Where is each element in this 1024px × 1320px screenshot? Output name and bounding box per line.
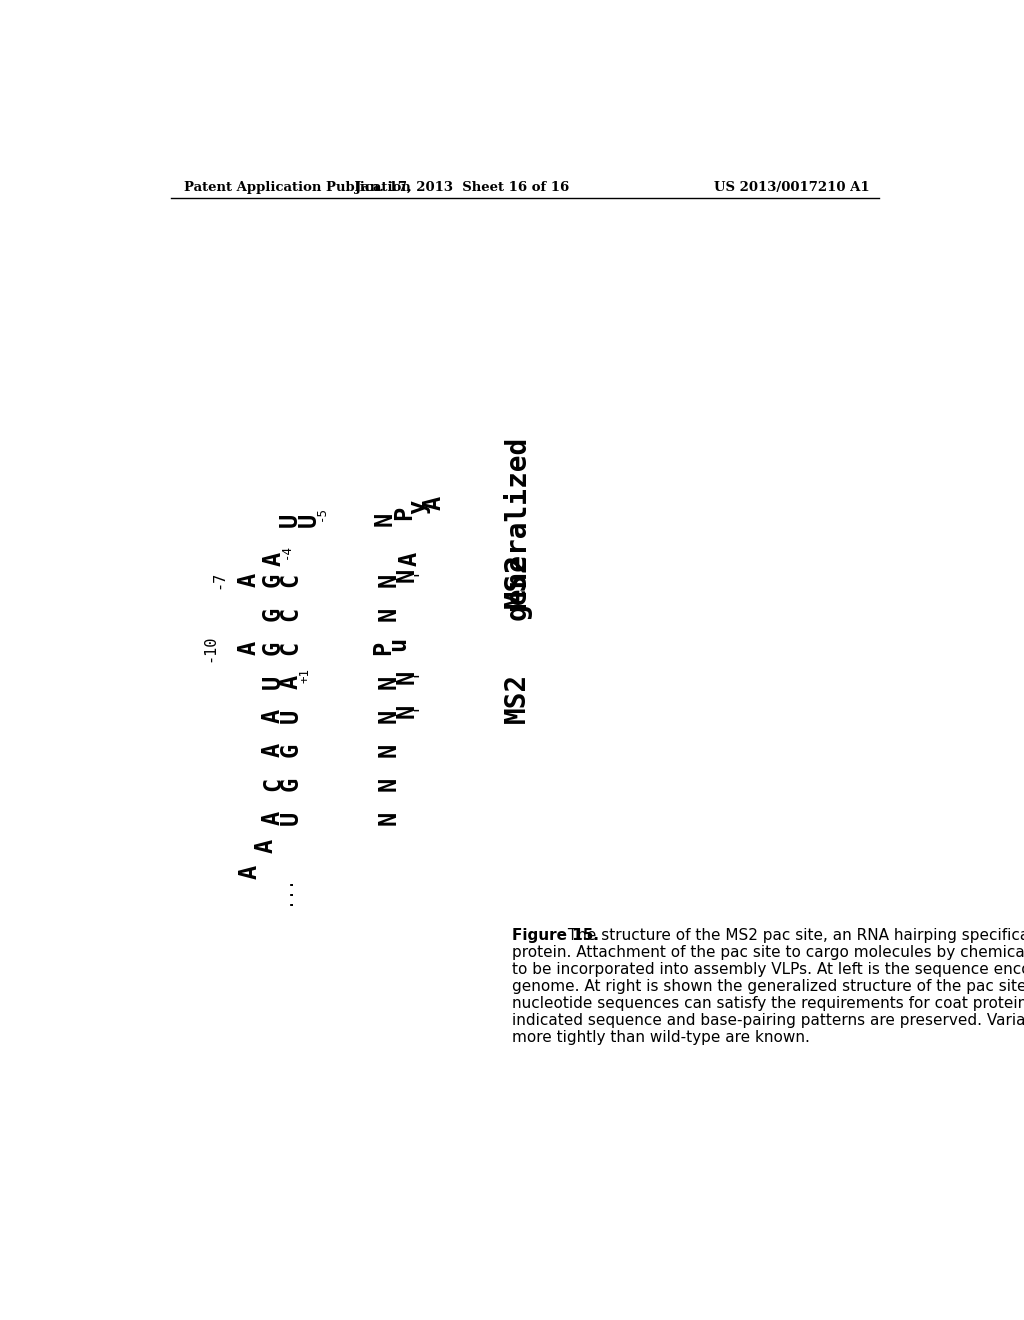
Text: to be incorporated into assembly VLPs. At left is the sequence encountered in th: to be incorporated into assembly VLPs. A…	[512, 962, 1024, 977]
Text: ': '	[410, 701, 428, 711]
Text: protein. Attachment of the pac site to cargo molecules by chemical cross-linking: protein. Attachment of the pac site to c…	[512, 945, 1024, 961]
Text: -4: -4	[280, 544, 293, 558]
Text: US 2013/0017210 A1: US 2013/0017210 A1	[714, 181, 869, 194]
Text: C: C	[279, 573, 303, 587]
Text: nucleotide sequences can satisfy the requirements for coat protein binding, as l: nucleotide sequences can satisfy the req…	[512, 997, 1024, 1011]
Text: ': '	[410, 565, 428, 576]
Text: +1: +1	[298, 668, 311, 682]
Text: The structure of the MS2 pac site, an RNA hairping specifically recognized by co: The structure of the MS2 pac site, an RN…	[562, 928, 1024, 944]
Text: A: A	[261, 743, 285, 756]
Text: -10: -10	[203, 635, 217, 661]
Text: A: A	[261, 810, 285, 825]
Text: G: G	[261, 642, 285, 655]
Text: G: G	[261, 607, 285, 622]
Text: A: A	[237, 573, 260, 587]
Text: N: N	[394, 669, 418, 684]
Text: G: G	[261, 573, 285, 587]
Text: U: U	[279, 810, 303, 825]
Text: N: N	[377, 709, 400, 723]
Text: ...: ...	[275, 875, 294, 906]
Text: A: A	[238, 865, 262, 879]
Text: G: G	[279, 743, 303, 756]
Text: A: A	[261, 709, 285, 723]
Text: Patent Application Publication: Patent Application Publication	[184, 181, 412, 194]
Text: A: A	[397, 552, 421, 566]
Text: U: U	[297, 513, 322, 528]
Text: G: G	[279, 776, 303, 791]
Text: A: A	[279, 675, 303, 689]
Text: N: N	[377, 810, 400, 825]
Text: C: C	[279, 607, 303, 622]
Text: N: N	[377, 607, 400, 622]
Text: ': '	[410, 667, 428, 677]
Text: MS2: MS2	[503, 672, 531, 722]
Text: N: N	[377, 573, 400, 587]
Text: P: P	[392, 506, 416, 520]
Text: MS2: MS2	[503, 553, 531, 609]
Text: U: U	[278, 513, 302, 528]
Text: more tightly than wild-type are known.: more tightly than wild-type are known.	[512, 1030, 810, 1045]
Text: -7: -7	[212, 572, 226, 590]
Text: A: A	[421, 495, 445, 510]
Text: C: C	[279, 642, 303, 655]
Text: A: A	[237, 642, 260, 655]
Text: N: N	[394, 568, 418, 582]
Text: U: U	[261, 675, 285, 689]
Text: genome. At right is shown the generalized structure of the pac site. A wide vari: genome. At right is shown the generalize…	[512, 979, 1024, 994]
Text: N: N	[394, 704, 418, 718]
Text: N: N	[377, 675, 400, 689]
Text: U: U	[279, 709, 303, 723]
Text: A: A	[253, 840, 278, 853]
Text: -5: -5	[315, 506, 328, 521]
Text: C: C	[261, 776, 285, 791]
Text: Jan. 17, 2013  Sheet 16 of 16: Jan. 17, 2013 Sheet 16 of 16	[354, 181, 568, 194]
Text: A: A	[262, 552, 286, 566]
Text: N: N	[373, 512, 396, 525]
Text: N: N	[377, 776, 400, 791]
Text: y: y	[407, 500, 430, 515]
Text: generalized: generalized	[503, 436, 531, 620]
Text: N: N	[377, 743, 400, 756]
Text: Figure 15.: Figure 15.	[512, 928, 599, 944]
Text: u: u	[386, 636, 411, 651]
Text: indicated sequence and base-pairing patterns are preserved. Variants that bind c: indicated sequence and base-pairing patt…	[512, 1014, 1024, 1028]
Text: P: P	[371, 642, 395, 655]
